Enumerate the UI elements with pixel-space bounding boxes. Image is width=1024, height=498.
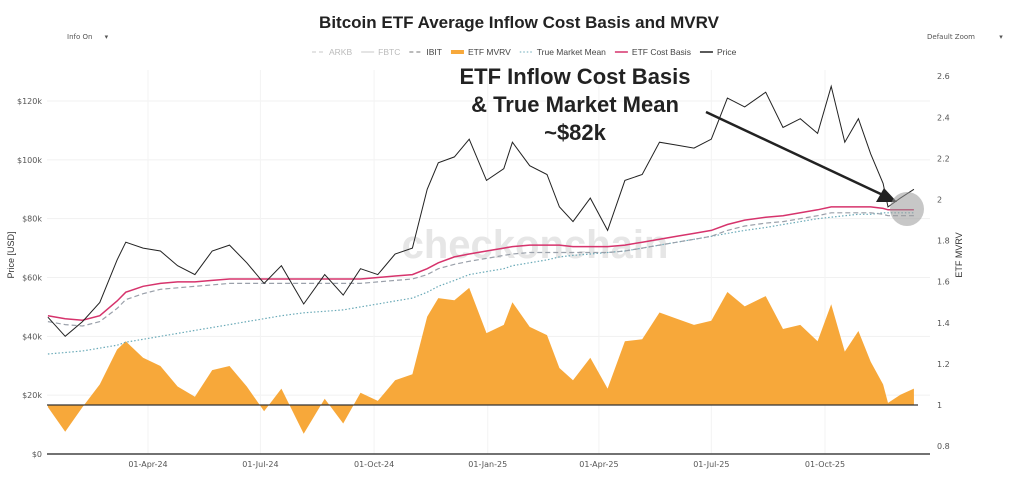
legend-item-price[interactable]: Price (699, 47, 737, 57)
y2-tick-label: 2.2 (937, 154, 950, 163)
legend-label: Price (717, 47, 737, 57)
legend-label: True Market Mean (537, 47, 606, 57)
zoom-select-label: Default Zoom (927, 33, 975, 41)
y2-tick-label: 1.8 (937, 237, 950, 246)
y2-tick-label: 1.2 (937, 360, 950, 369)
y2-axis-label: ETF MVRV (954, 232, 964, 277)
annotation-line-2: & True Market Mean (471, 92, 679, 117)
legend-label: ETF Cost Basis (632, 47, 691, 57)
y2-tick-label: 1 (937, 401, 942, 410)
x-tick-label: 01-Oct-25 (805, 460, 845, 469)
y2-tick-label: 2 (937, 196, 942, 205)
annotation-line-3: ~$82k (544, 120, 607, 145)
x-tick-label: 01-Jul-24 (242, 460, 278, 469)
series-etf-cost-basis (47, 206, 914, 321)
arrow-head-icon (876, 188, 897, 202)
y-tick-label: $40k (22, 332, 42, 341)
annotation: ETF Inflow Cost Basis & True Market Mean… (459, 64, 924, 226)
legend-item-etf-cost-basis[interactable]: ETF Cost Basis (614, 47, 691, 57)
y-tick-label: $80k (22, 215, 42, 224)
y2-tick-label: 2.6 (937, 72, 950, 81)
legend-item-ibit[interactable]: IBIT (409, 47, 442, 57)
legend-item-etf-mvrv[interactable]: ETF MVRV (450, 47, 511, 57)
x-tick-label: 01-Apr-25 (579, 460, 618, 469)
info-toggle-label: Info On (67, 33, 93, 41)
legend-item-arkb[interactable]: ARKB (312, 47, 352, 57)
chevron-down-icon: ▾ (999, 33, 1003, 41)
y-tick-label: $100k (17, 156, 42, 165)
y-tick-label: $60k (22, 274, 42, 283)
annotation-line-1: ETF Inflow Cost Basis (459, 64, 690, 89)
y2-tick-label: 1.6 (937, 278, 950, 287)
y-tick-label: $20k (22, 391, 42, 400)
legend: ARKB FBTC IBIT ETF MVRV True Market Mean ETF … (312, 47, 737, 57)
legend-label: ARKB (329, 47, 352, 57)
series-true-market-mean (47, 212, 914, 355)
x-tick-label: 01-Jul-25 (693, 460, 729, 469)
chart-title: Bitcoin ETF Average Inflow Cost Basis an… (319, 13, 720, 32)
legend-label: FBTC (378, 47, 400, 57)
plot-area (47, 84, 918, 434)
axes: $0 $20k $40k $60k $80k $100k $120k 0.8 1 1.2 1.4 1.… (17, 72, 950, 469)
y2-tick-label: 2.4 (937, 113, 950, 122)
legend-item-true-market-mean[interactable]: True Market Mean (519, 47, 606, 57)
legend-item-fbtc[interactable]: FBTC (361, 47, 400, 57)
y-tick-label: $120k (17, 97, 42, 106)
x-tick-label: 01-Apr-24 (128, 460, 167, 469)
legend-label: IBIT (426, 47, 442, 57)
y2-tick-label: 1.4 (937, 319, 950, 328)
y2-tick-label: 0.8 (937, 442, 950, 451)
zoom-select[interactable]: Default Zoom ▾ (927, 33, 1003, 41)
info-toggle[interactable]: Info On ▾ (67, 33, 108, 41)
x-tick-label: 01-Oct-24 (354, 460, 394, 469)
legend-label: ETF MVRV (468, 47, 511, 57)
series-etf-mvrv-area (47, 287, 914, 434)
chevron-down-icon: ▾ (104, 33, 109, 41)
highlight-circle (890, 192, 924, 226)
y-axis-label: Price [USD] (6, 231, 16, 278)
series-ibit (47, 212, 914, 327)
y-tick-label: $0 (32, 450, 42, 459)
annotation-arrow (705, 110, 886, 198)
x-tick-label: 01-Jan-25 (468, 460, 507, 469)
series-price (47, 84, 915, 337)
